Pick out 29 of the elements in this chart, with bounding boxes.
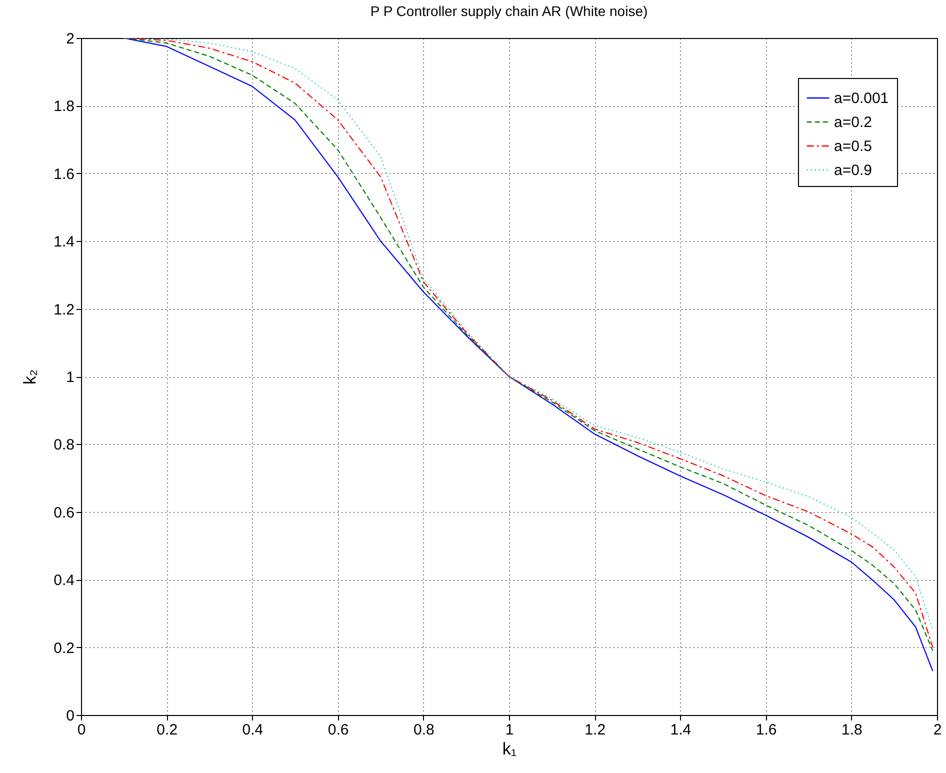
y-tick-label: 1.2 — [54, 301, 74, 318]
x-tick-label: 2 — [933, 722, 942, 738]
y-tick-label: 1.8 — [54, 98, 74, 116]
y-tick-label: 0 — [66, 708, 74, 724]
x-axis-title: k₁ — [502, 740, 517, 758]
legend-label: a=0.9 — [834, 162, 872, 179]
x-tick-label: 0.2 — [156, 722, 178, 738]
x-tick-label: 1.4 — [670, 722, 692, 738]
y-tick-label: 0.4 — [54, 572, 74, 590]
x-tick-label: 0.6 — [328, 722, 349, 738]
legend-label: a=0.5 — [834, 138, 872, 155]
y-tick-label: 0.8 — [54, 436, 74, 454]
y-tick-label: 2 — [66, 30, 74, 48]
x-tick-label: 0.4 — [242, 722, 264, 738]
y-axis-title: k₂ — [20, 369, 40, 385]
x-tick-label: 1.2 — [584, 722, 606, 738]
y-tick-label: 1 — [66, 369, 74, 386]
x-tick-label: 0 — [77, 722, 86, 738]
x-tick-label: 1.6 — [756, 722, 777, 738]
legend-label: a=0.2 — [834, 114, 872, 131]
x-tick-label: 1.8 — [841, 722, 862, 738]
x-tick-label: 1 — [505, 722, 514, 738]
y-tick-label: 1.6 — [54, 166, 74, 183]
y-tick-label: 1.4 — [54, 234, 74, 251]
x-tick-label: 0.8 — [413, 722, 434, 738]
y-tick-label: 0.2 — [54, 640, 74, 657]
chart-title: P P Controller supply chain AR (White noise) — [370, 3, 648, 19]
y-tick-label: 0.6 — [54, 504, 74, 522]
legend-label: a=0.001 — [834, 90, 889, 107]
